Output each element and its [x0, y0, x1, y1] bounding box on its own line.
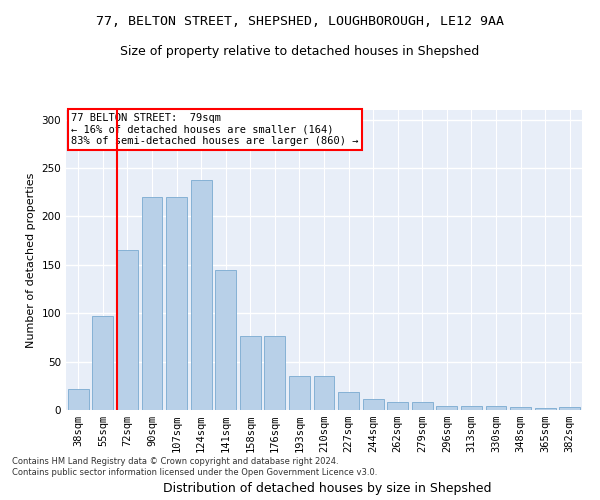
Bar [461, 406, 482, 410]
Text: 77, BELTON STREET, SHEPSHED, LOUGHBOROUGH, LE12 9AA: 77, BELTON STREET, SHEPSHED, LOUGHBOROUG… [96, 15, 504, 28]
Y-axis label: Number of detached properties: Number of detached properties [26, 172, 36, 348]
Bar [240, 336, 261, 410]
Bar [485, 406, 506, 410]
Bar [265, 336, 286, 410]
Bar [362, 400, 383, 410]
Bar [436, 406, 457, 410]
Bar [289, 376, 310, 410]
Bar [338, 392, 359, 410]
Bar [117, 250, 138, 410]
Text: Distribution of detached houses by size in Shepshed: Distribution of detached houses by size … [163, 482, 491, 495]
Bar [142, 197, 163, 410]
Bar [92, 316, 113, 410]
Bar [68, 388, 89, 410]
Bar [412, 402, 433, 410]
Bar [166, 197, 187, 410]
Text: 77 BELTON STREET:  79sqm
← 16% of detached houses are smaller (164)
83% of semi-: 77 BELTON STREET: 79sqm ← 16% of detache… [71, 113, 359, 146]
Bar [535, 408, 556, 410]
Bar [191, 180, 212, 410]
Bar [510, 407, 531, 410]
Bar [215, 270, 236, 410]
Text: Size of property relative to detached houses in Shepshed: Size of property relative to detached ho… [121, 45, 479, 58]
Bar [314, 376, 334, 410]
Bar [387, 402, 408, 410]
Text: Contains HM Land Registry data © Crown copyright and database right 2024.
Contai: Contains HM Land Registry data © Crown c… [12, 458, 377, 477]
Bar [559, 407, 580, 410]
